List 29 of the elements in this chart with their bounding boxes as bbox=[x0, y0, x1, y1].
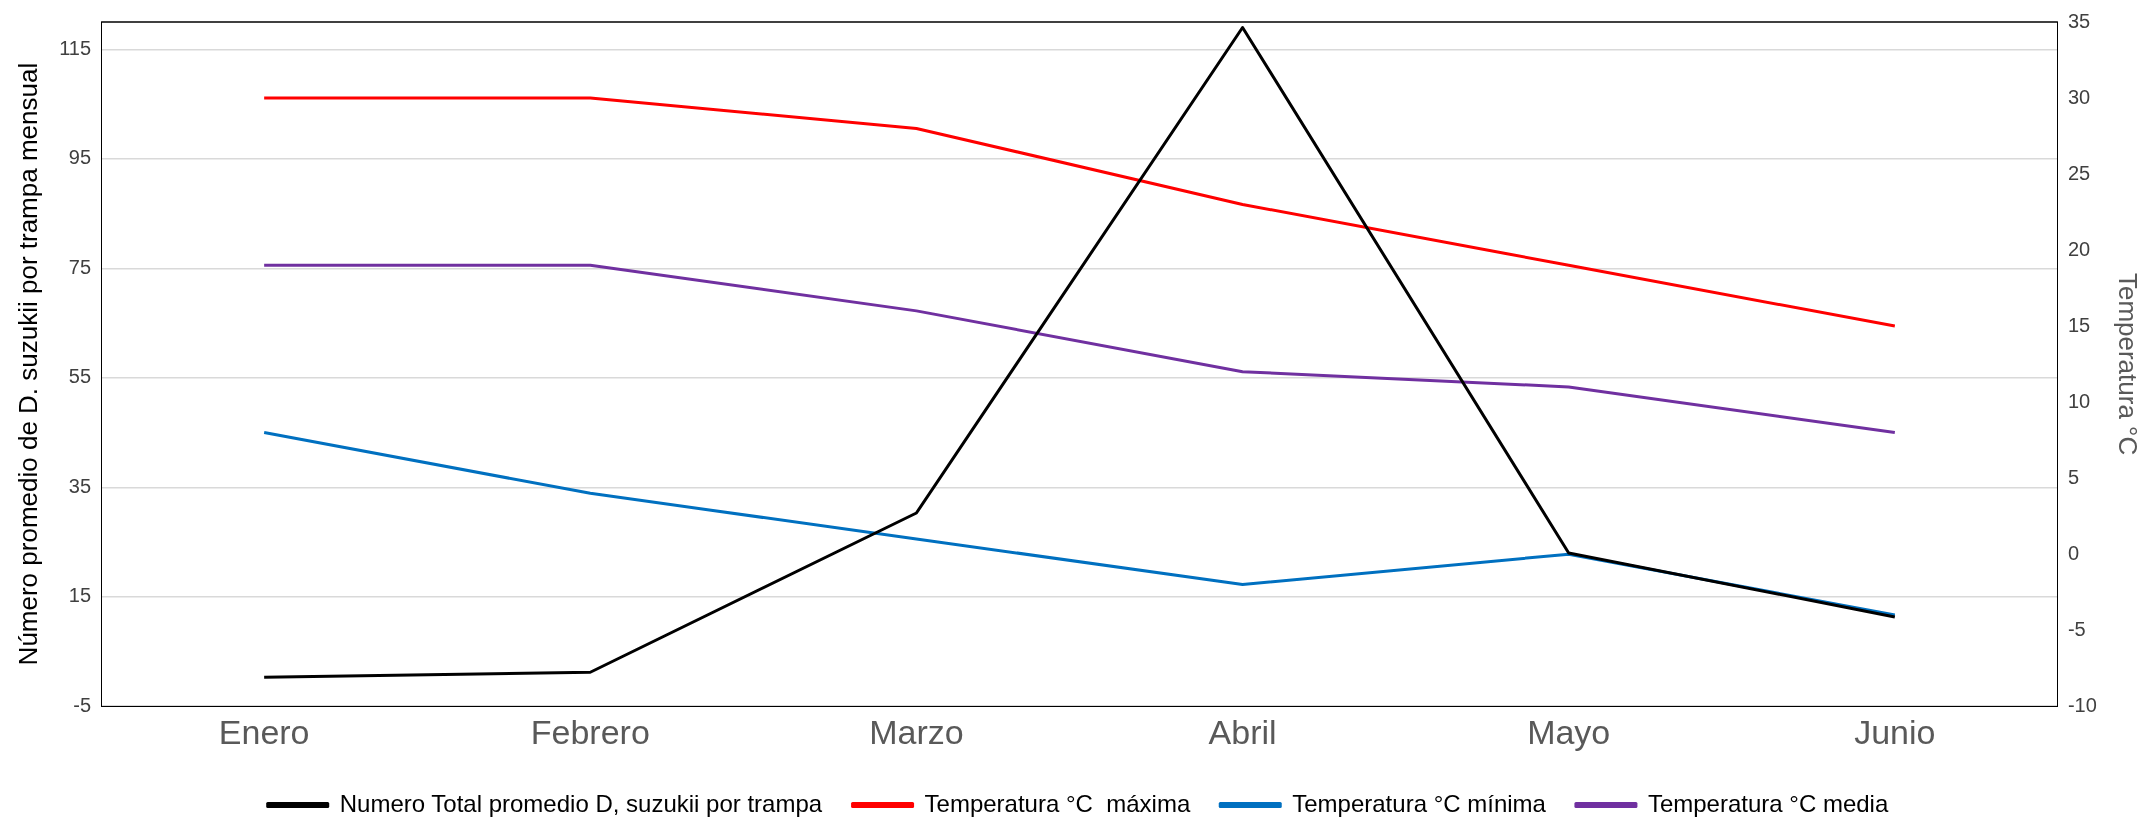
y2-tick-label: -5 bbox=[2067, 617, 2086, 640]
y-tick-label: 115 bbox=[59, 36, 92, 59]
y-tick-label: 15 bbox=[68, 584, 92, 607]
y-tick-label: 75 bbox=[68, 255, 92, 278]
x-tick-label: Febrero bbox=[530, 712, 650, 751]
y2-tick-label: 20 bbox=[2067, 237, 2091, 260]
y2-tick-label: 10 bbox=[2067, 389, 2091, 412]
legend-label: Temperatura °C máxima bbox=[924, 789, 1191, 817]
y2-tick-label: 35 bbox=[2067, 9, 2091, 32]
y2-tick-label: -10 bbox=[2067, 693, 2097, 716]
y2-tick-label: 25 bbox=[2067, 161, 2091, 184]
y-tick-label: -5 bbox=[73, 693, 92, 716]
y2-axis-title: Temperatura °C bbox=[2113, 272, 2144, 456]
y2-tick-label: 15 bbox=[2067, 313, 2091, 336]
x-tick-label: Abril bbox=[1208, 712, 1277, 751]
legend-label: Temperatura °C mínima bbox=[1292, 789, 1547, 817]
x-tick-label: Enero bbox=[218, 712, 310, 751]
y-tick-label: 35 bbox=[68, 474, 92, 497]
x-tick-label: Mayo bbox=[1527, 712, 1611, 751]
legend-label: Numero Total promedio D, suzukii por trampa bbox=[339, 789, 823, 817]
y2-tick-label: 30 bbox=[2067, 85, 2091, 108]
y-axis-title: Número promedio de D. suzukii por trampa mensual bbox=[12, 62, 43, 666]
x-tick-label: Junio bbox=[1854, 712, 1936, 751]
y-tick-label: 55 bbox=[68, 365, 92, 388]
y2-tick-label: 5 bbox=[2067, 465, 2080, 488]
y2-tick-label: 0 bbox=[2067, 541, 2080, 564]
y-tick-label: 95 bbox=[68, 146, 92, 169]
legend-label: Temperatura °C media bbox=[1647, 789, 1889, 817]
x-tick-label: Marzo bbox=[869, 712, 964, 751]
